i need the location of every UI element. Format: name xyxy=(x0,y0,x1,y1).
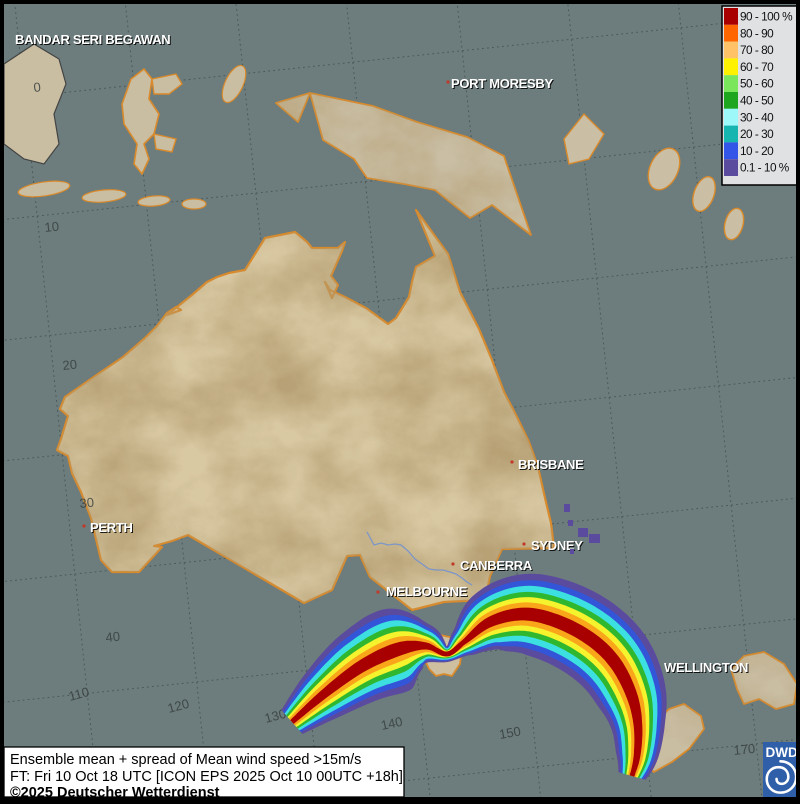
svg-text:BANDAR SERI BEGAWAN: BANDAR SERI BEGAWAN xyxy=(15,32,170,47)
svg-text:CANBERRA: CANBERRA xyxy=(460,558,533,573)
svg-text:©2025 Deutscher Wetterdienst: ©2025 Deutscher Wetterdienst xyxy=(10,785,220,797)
svg-text:170: 170 xyxy=(733,741,756,758)
svg-text:0.1 - 10 %: 0.1 - 10 % xyxy=(740,161,790,175)
svg-text:40: 40 xyxy=(105,629,121,645)
svg-text:WELLINGTON: WELLINGTON xyxy=(664,660,748,675)
svg-text:30: 30 xyxy=(79,495,95,511)
svg-text:FT: Fri 10 Oct 18 UTC [ICON EP: FT: Fri 10 Oct 18 UTC [ICON EPS 2025 Oct… xyxy=(10,769,403,785)
svg-text:PORT MORESBY: PORT MORESBY xyxy=(451,76,553,91)
svg-text:70 - 80: 70 - 80 xyxy=(740,43,774,57)
svg-text:20: 20 xyxy=(62,357,78,373)
svg-text:30 - 40: 30 - 40 xyxy=(740,110,774,124)
svg-text:DWD: DWD xyxy=(766,745,797,760)
svg-text:20 - 30: 20 - 30 xyxy=(740,127,774,141)
svg-text:10 - 20: 10 - 20 xyxy=(740,144,774,158)
svg-text:SYDNEY: SYDNEY xyxy=(531,538,583,553)
svg-text:Ensemble mean + spread of Mean: Ensemble mean + spread of Mean wind spee… xyxy=(10,752,361,768)
svg-text:BRISBANE: BRISBANE xyxy=(518,457,584,472)
svg-text:PERTH: PERTH xyxy=(90,520,133,535)
svg-text:60 - 70: 60 - 70 xyxy=(740,60,774,74)
svg-text:50 - 60: 50 - 60 xyxy=(740,77,774,91)
svg-text:40 - 50: 40 - 50 xyxy=(740,94,774,108)
svg-text:80 - 90: 80 - 90 xyxy=(740,26,774,40)
svg-text:MELBOURNE: MELBOURNE xyxy=(386,584,468,599)
svg-text:90 - 100 %: 90 - 100 % xyxy=(740,10,793,24)
svg-text:10: 10 xyxy=(44,219,60,235)
